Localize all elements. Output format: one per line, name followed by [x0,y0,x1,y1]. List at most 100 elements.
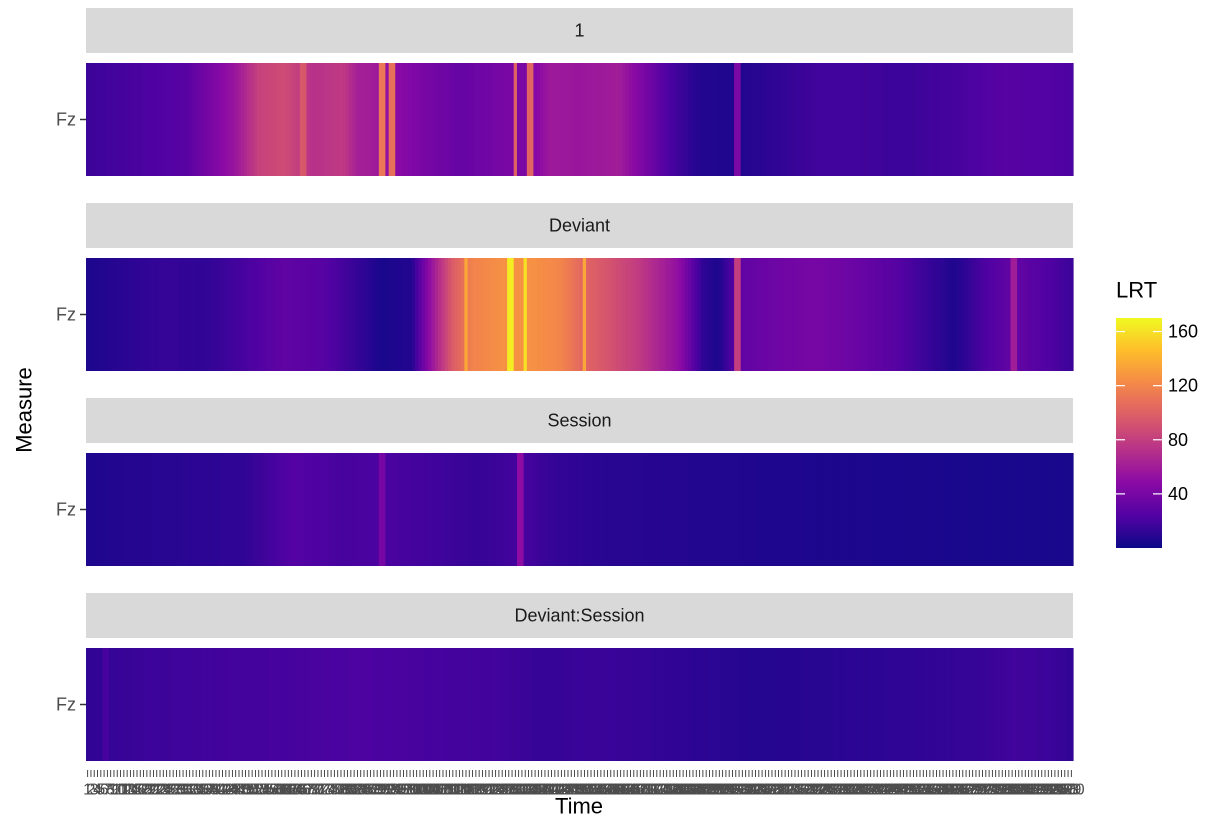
heatmap-cell [477,648,482,761]
heatmap-cell [744,258,748,371]
heatmap-cell [572,453,577,566]
heatmap-cell [362,648,367,761]
heatmap-cell [474,648,479,761]
heatmap-cell [451,648,456,761]
heatmap-cell [197,258,202,371]
x-tick-label: 74 [319,782,337,799]
heatmap-cell [339,648,344,761]
x-tick-label: 226 [815,782,842,799]
heatmap-cell [507,453,512,566]
heatmap-cell [270,453,275,566]
heatmap-cell [260,258,265,371]
heatmap-cell [635,648,640,761]
heatmap-cell [181,63,186,176]
heatmap-cell [497,453,502,566]
heatmap-cell [487,453,492,566]
x-tick-label: 22 [148,782,166,799]
heatmap-cell [1020,453,1025,566]
x-tick-label: 296 [1045,782,1072,799]
heatmap-cell [332,648,337,761]
heatmap-cell [681,63,686,176]
facet-strip [86,593,1073,638]
heatmap-cell [194,453,199,566]
heatmap-cell [763,258,768,371]
heatmap-cell [276,648,281,761]
heatmap-cell [118,63,123,176]
x-tick-label: 281 [995,782,1022,799]
heatmap-cell [230,453,235,566]
heatmap-cell [1040,63,1044,176]
heatmap-cell [477,453,482,566]
heatmap-cell [405,63,410,176]
heatmap-cell [845,258,850,371]
x-tick-label: 291 [1028,782,1055,799]
heatmap-cell [651,258,656,371]
heatmap-cell [826,258,831,371]
x-tick-label: 88 [365,782,383,799]
x-tick-label: 106 [420,782,447,799]
x-tick-label: 71 [309,782,327,799]
x-tick-label: 156 [584,782,611,799]
heatmap-cell [704,258,709,371]
heatmap-cell [595,453,600,566]
heatmap-cell [977,648,982,761]
heatmap-cell [734,63,739,176]
heatmap-cell [464,63,469,176]
x-tick-label: 259 [923,782,950,799]
heatmap-cell [628,63,633,176]
x-tick-label: 276 [979,782,1006,799]
heatmap-cell [971,258,975,371]
heatmap-cell [217,258,222,371]
heatmap-cell [303,258,308,371]
heatmap-cell [86,648,90,761]
x-tick-label: 167 [620,782,647,799]
x-tick-label: 261 [930,782,957,799]
x-tick-label: 150 [565,782,592,799]
heatmap-cell [1013,258,1018,371]
heatmap-cell [767,648,771,761]
heatmap-cell [451,453,456,566]
heatmap-cell [339,453,344,566]
legend-tick-label: 80 [1168,430,1188,450]
heatmap-cell [799,648,804,761]
heatmap-cell [1033,258,1038,371]
x-tick-label: 114 [447,782,473,799]
heatmap-cell [148,648,153,761]
heatmap-cell [576,648,581,761]
heatmap-cell [424,63,429,176]
heatmap-cell [697,63,702,176]
heatmap-cell [536,63,541,176]
heatmap-cell [122,648,127,761]
heatmap-cell [990,453,995,566]
x-tick-label: 116 [453,782,479,799]
heatmap-cell [513,453,518,566]
heatmap-cell [872,648,877,761]
heatmap-cell [908,453,913,566]
heatmap-cell [655,453,660,566]
heatmap-cell [842,648,847,761]
x-tick-label: 115 [450,782,476,799]
x-tick-label: 58 [266,782,284,799]
heatmap-cell [806,258,811,371]
heatmap-cell [398,453,403,566]
heatmap-cell [714,63,719,176]
heatmap-cell [645,453,650,566]
heatmap-cell [563,648,567,761]
heatmap-cell [224,453,229,566]
heatmap-cell [368,258,373,371]
heatmap-cell [872,258,877,371]
x-tick-label: 68 [299,782,317,799]
heatmap-cell [707,258,712,371]
heatmap-cell [566,63,571,176]
heatmap-cell [141,63,146,176]
x-tick-label: 28 [168,782,186,799]
heatmap-cell [1017,63,1021,176]
x-tick-label: 272 [966,782,993,799]
heatmap-cell [326,63,331,176]
heatmap-cell [1033,648,1038,761]
heatmap-cell [602,258,607,371]
x-tick-label: 127 [489,782,516,799]
heatmap-cell [326,648,331,761]
heatmap-cell [352,258,357,371]
heatmap-cell [408,453,413,566]
